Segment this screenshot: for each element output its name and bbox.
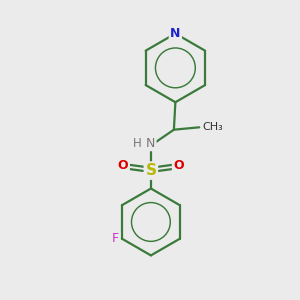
Text: N: N — [146, 137, 156, 150]
Text: F: F — [112, 232, 119, 245]
Text: H: H — [133, 137, 142, 150]
Text: N: N — [170, 27, 181, 40]
Text: O: O — [173, 159, 184, 172]
Text: CH₃: CH₃ — [203, 122, 224, 132]
Text: O: O — [118, 159, 128, 172]
Text: S: S — [146, 163, 156, 178]
